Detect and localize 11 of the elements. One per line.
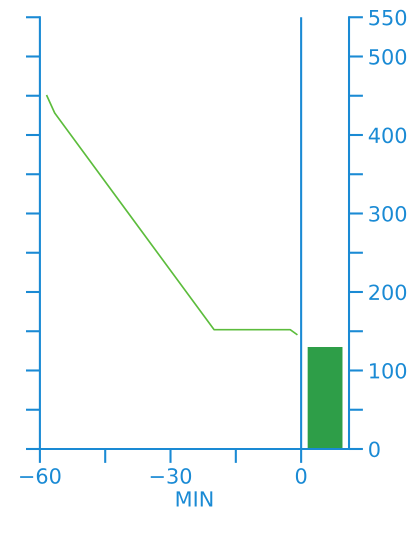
x-tick-label: −30 xyxy=(150,468,192,484)
y-tick-label: 550 xyxy=(369,10,406,26)
x-axis-title: MIN xyxy=(176,491,212,507)
x-tick-label: −60 xyxy=(20,468,60,484)
y-tick-label: 200 xyxy=(369,284,406,300)
y-tick-label: 500 xyxy=(369,48,406,65)
x-tick-label: 0 xyxy=(296,468,306,484)
y-tick-label: 0 xyxy=(369,441,380,458)
y-tick-label: 300 xyxy=(369,206,406,222)
y-tick-label: 400 xyxy=(368,127,406,144)
y-tick-label: 100 xyxy=(370,362,406,379)
